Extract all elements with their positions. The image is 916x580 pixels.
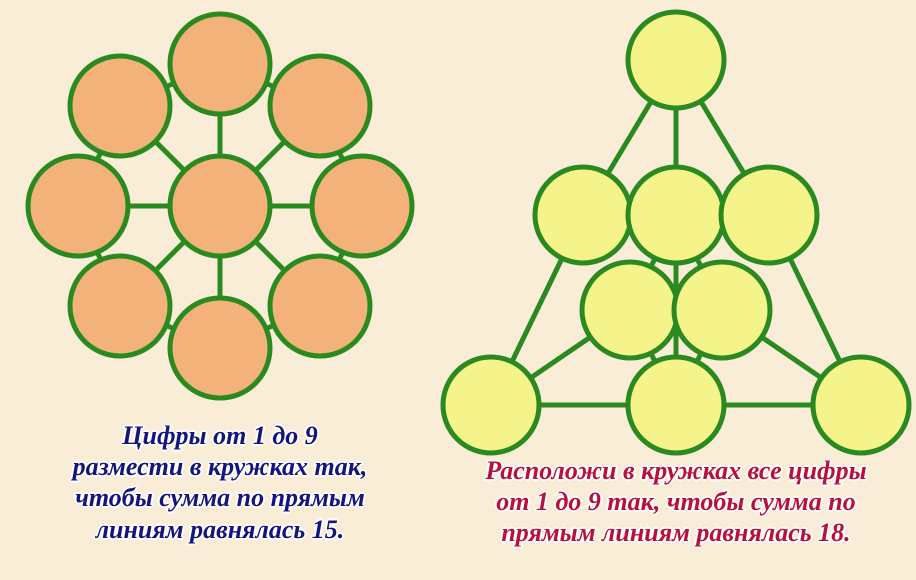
left-puzzle-diagram — [0, 0, 440, 420]
node-circle — [628, 12, 724, 108]
node-circle — [721, 167, 817, 263]
node-circle — [628, 167, 724, 263]
node-circle — [628, 357, 724, 453]
node-circle — [170, 14, 270, 114]
node-circle — [582, 262, 678, 358]
node-circle — [28, 156, 128, 256]
node-circle — [312, 156, 412, 256]
node-circle — [70, 256, 170, 356]
right-puzzle-caption: Расположи в кружках все цифры от 1 до 9 … — [436, 455, 916, 549]
right-puzzle-diagram — [436, 0, 916, 460]
node-circle — [443, 357, 539, 453]
node-circle — [270, 56, 370, 156]
node-circle — [674, 262, 770, 358]
node-circle — [270, 256, 370, 356]
node-circle — [170, 298, 270, 398]
node-circle — [535, 167, 631, 263]
left-puzzle-caption: Цифры от 1 до 9 размести в кружках так, … — [0, 420, 440, 545]
puzzle-stage: Цифры от 1 до 9 размести в кружках так, … — [0, 0, 916, 580]
node-circle — [70, 56, 170, 156]
node-circle — [813, 357, 909, 453]
node-circle — [170, 156, 270, 256]
